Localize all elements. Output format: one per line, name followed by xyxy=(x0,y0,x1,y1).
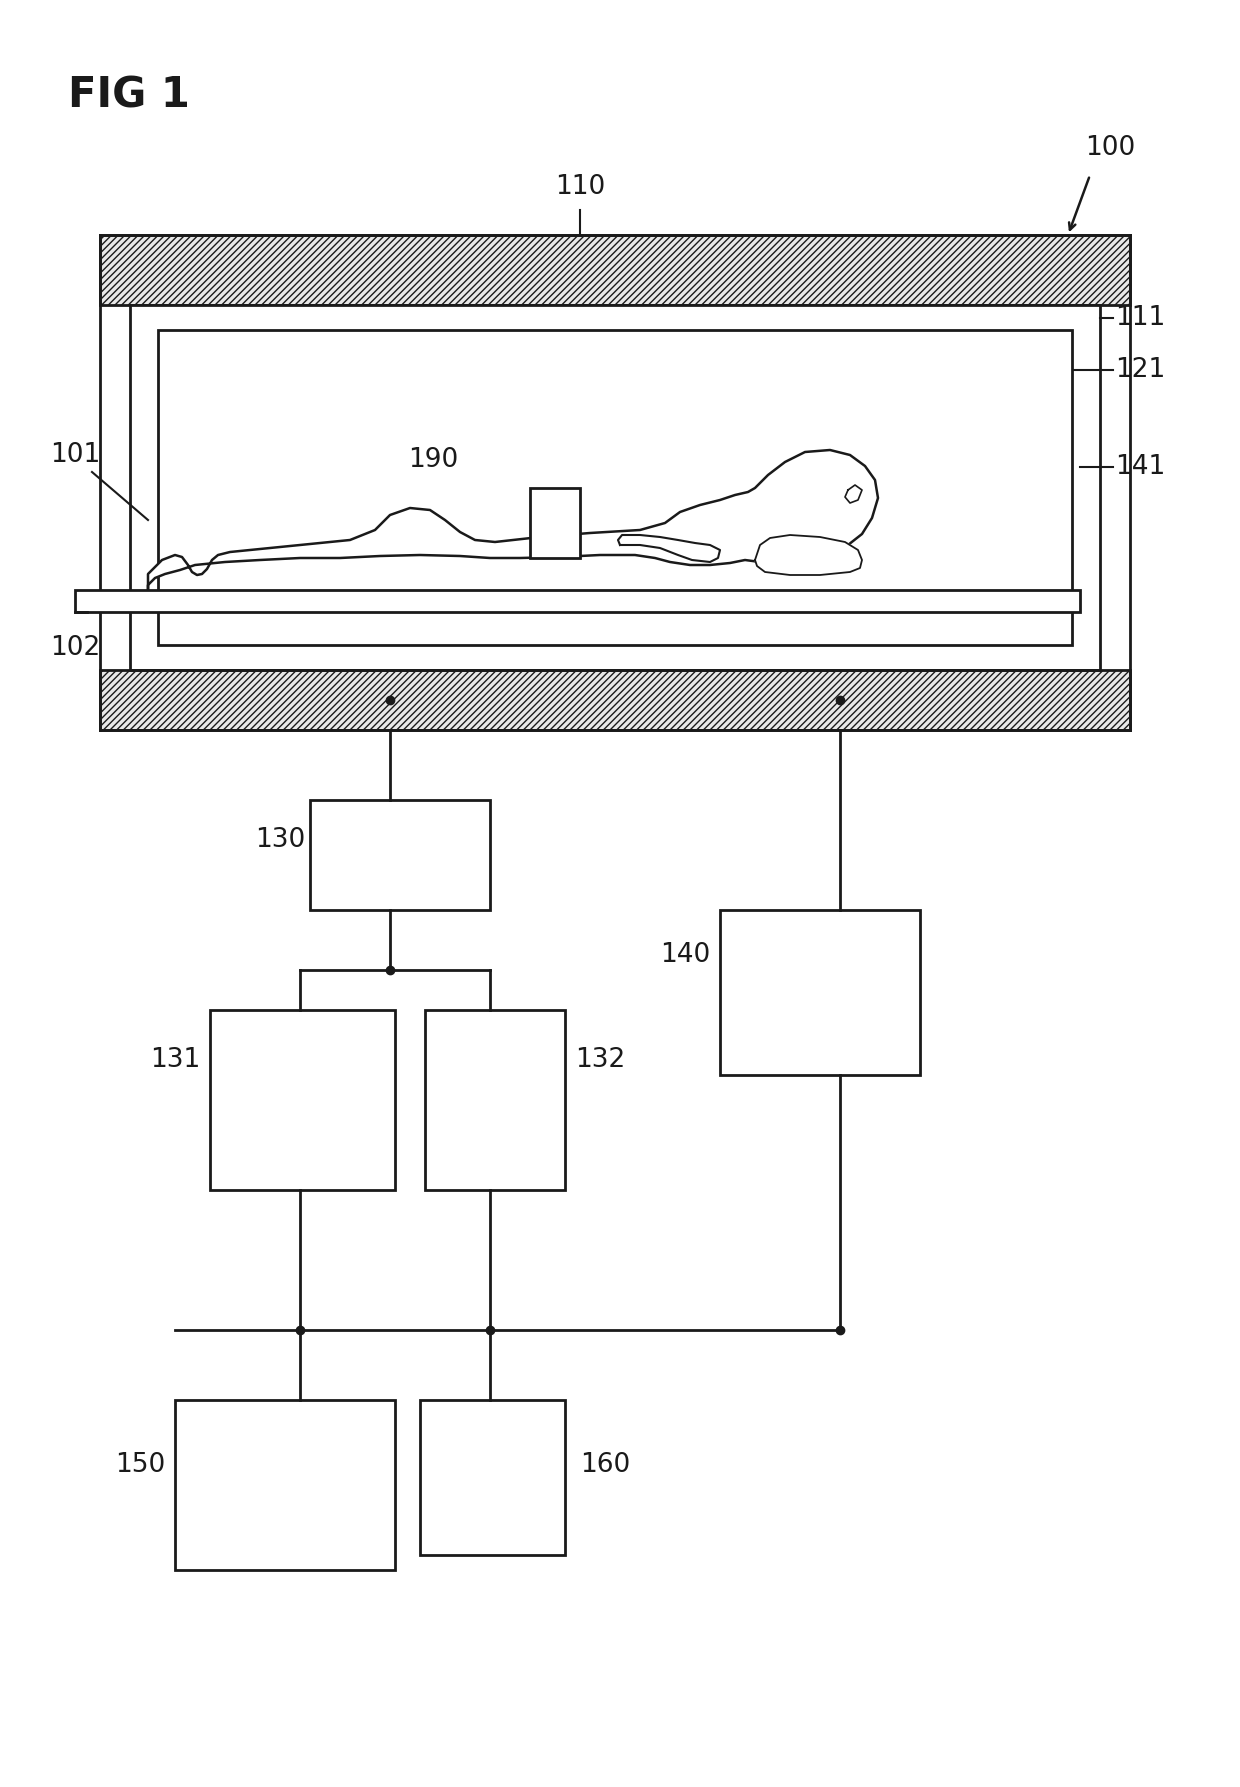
Bar xyxy=(74,590,1080,611)
Polygon shape xyxy=(844,484,862,502)
Polygon shape xyxy=(148,450,878,590)
Bar xyxy=(130,306,1100,670)
Text: 140: 140 xyxy=(660,942,711,969)
Text: 190: 190 xyxy=(408,447,459,474)
Bar xyxy=(100,236,1130,306)
Polygon shape xyxy=(618,534,720,561)
Text: 132: 132 xyxy=(575,1047,625,1072)
Text: 111: 111 xyxy=(1115,306,1166,331)
Bar xyxy=(210,1010,396,1190)
Bar xyxy=(130,306,1100,670)
Polygon shape xyxy=(755,534,862,575)
Text: 110: 110 xyxy=(554,173,605,200)
Bar xyxy=(175,1399,396,1571)
Text: 100: 100 xyxy=(1085,136,1136,161)
Bar xyxy=(425,1010,565,1190)
Text: 160: 160 xyxy=(580,1453,630,1478)
Text: FIG 1: FIG 1 xyxy=(68,75,190,116)
Text: 131: 131 xyxy=(150,1047,200,1072)
Bar xyxy=(529,488,580,558)
Bar xyxy=(720,910,920,1076)
Text: 121: 121 xyxy=(1115,357,1166,382)
Bar xyxy=(100,670,1130,731)
Text: 130: 130 xyxy=(254,827,305,852)
Text: 101: 101 xyxy=(50,441,100,468)
Bar xyxy=(310,801,490,910)
Text: 102: 102 xyxy=(50,634,100,661)
Text: 141: 141 xyxy=(1115,454,1166,481)
Text: 150: 150 xyxy=(115,1453,165,1478)
Bar xyxy=(157,331,1073,645)
Bar xyxy=(420,1399,565,1555)
